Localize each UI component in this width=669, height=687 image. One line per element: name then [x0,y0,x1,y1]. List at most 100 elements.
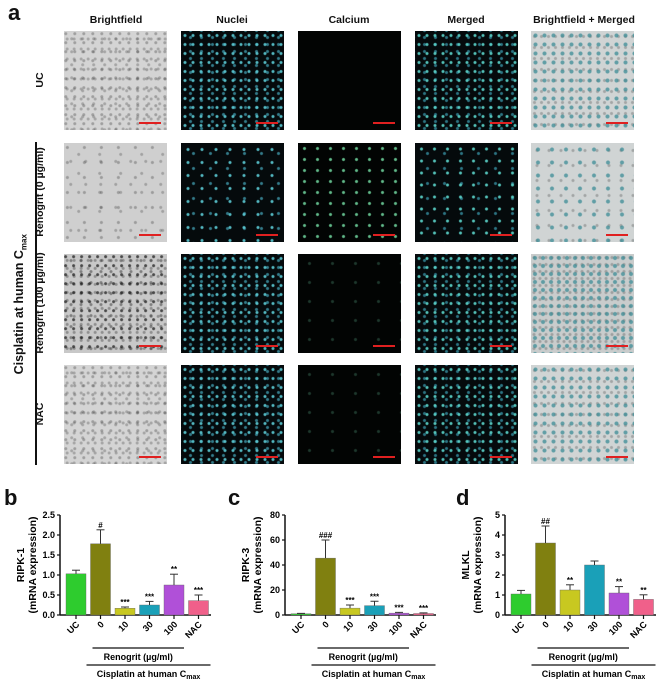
x-category-label: NAC [183,619,204,640]
panel-d-letter: d [456,485,470,510]
significance-marker: *** [345,596,355,605]
y-tick-label: 1.0 [42,570,55,580]
bar [339,607,361,616]
image-renogrit100-brightfield-merged [531,254,634,353]
group-label-renogrit: Renogrit (µg/ml) [329,652,398,662]
image-uc-calcium [298,31,401,130]
bar [559,589,581,616]
scale-bar [139,456,161,458]
bar [65,573,87,616]
scale-bar [490,345,512,347]
image-nac-calcium [298,365,401,464]
x-category-label: 10 [116,619,130,633]
bar [114,607,136,616]
column-header-calcium: Calcium [328,14,370,26]
significance-marker: # [98,521,103,530]
group-label-cisplatin: Cisplatin at human Cmax [322,669,426,681]
scale-bar [373,234,395,236]
y-axis-label: RIPK-3 [240,548,252,583]
y-tick-label: 3 [495,550,500,560]
image-uc-nuclei [181,31,284,130]
panel-a-letter: a [8,0,21,25]
scale-bar [256,234,278,236]
significance-marker: ## [541,517,550,526]
image-renogrit0-nuclei [181,143,284,242]
x-category-label: 100 [387,619,405,637]
scale-bar [256,456,278,458]
bar [535,542,556,616]
bar [163,584,185,616]
column-header-nuclei: Nuclei [216,14,248,26]
y-tick-label: 2 [495,570,500,580]
y-axis-label-sub: (mRNA expression) [472,516,484,613]
x-category-label: 100 [607,619,625,637]
y-tick-label: 80 [270,510,280,520]
image-renogrit0-calcium [298,143,401,242]
image-uc-brightfield-merged [531,31,634,130]
image-nac-brightfield-merged [531,365,634,464]
bar [290,613,312,616]
x-category-label: 0 [540,619,551,630]
image-renogrit100-brightfield [64,254,167,353]
image-nac-merged [415,365,518,464]
image-renogrit0-brightfield [64,143,167,242]
group-label-cisplatin: Cisplatin at human Cmax [11,234,29,375]
y-tick-label: 60 [270,535,280,545]
y-tick-label: 0.0 [42,610,55,620]
x-category-label: NAC [628,619,649,640]
bar [388,612,410,616]
bar [315,557,336,616]
y-tick-label: 2.0 [42,530,55,540]
scale-bar [606,122,628,124]
y-tick-label: 2.5 [42,510,55,520]
significance-marker: ### [319,531,333,540]
scale-bar [139,122,161,124]
group-label-cisplatin: Cisplatin at human Cmax [97,669,201,681]
panel-b-letter: b [4,485,18,510]
scale-bar [139,234,161,236]
x-category-label: 0 [95,619,106,630]
bar [510,593,532,616]
bar [90,543,111,616]
y-tick-label: 4 [495,530,500,540]
y-axis-label-sub: (mRNA expression) [252,516,264,613]
scale-bar [373,122,395,124]
image-renogrit0-brightfield-merged [531,143,634,242]
chart-ripk1: RIPK-1 (mRNA expression) 0.0 0.5 1.0 1.5 2.0 2.… [0,505,224,687]
bar [139,604,160,616]
significance-marker: *** [120,598,130,607]
y-axis-label: RIPK-1 [15,548,27,583]
significance-marker: *** [145,592,155,601]
significance-marker: *** [370,592,380,601]
y-tick-label: 1 [495,590,500,600]
y-tick-label: 20 [270,585,280,595]
y-tick-label: 0 [275,610,280,620]
significance-marker: ** [567,576,574,585]
group-label-cisplatin: Cisplatin at human Cmax [542,669,646,681]
y-axis-label: MLKL [460,550,472,580]
y-tick-label: 0 [495,610,500,620]
x-category-label: UC [510,619,527,636]
y-axis-label-sub: (mRNA expression) [27,516,39,613]
x-category-label: 10 [341,619,355,633]
image-uc-merged [415,31,518,130]
scale-bar [256,122,278,124]
x-category-label: UC [65,619,82,636]
image-renogrit100-calcium [298,254,401,353]
bar [633,599,654,616]
significance-marker: ** [171,565,178,574]
y-tick-label: 40 [270,560,280,570]
bar [188,600,209,616]
row-label-uc: UC [34,72,46,88]
group-bracket [35,142,37,465]
y-tick-label: 5 [495,510,500,520]
image-nac-nuclei [181,365,284,464]
image-renogrit100-merged [415,254,518,353]
bar [608,592,630,616]
column-header-brightfield: Brightfield [89,14,143,26]
column-header-brightfield-merged: Brightfield + Merged [533,14,635,26]
x-category-label: 100 [162,619,180,637]
scale-bar [490,234,512,236]
group-label-renogrit: Renogrit (µg/ml) [104,652,173,662]
bar [413,613,434,616]
